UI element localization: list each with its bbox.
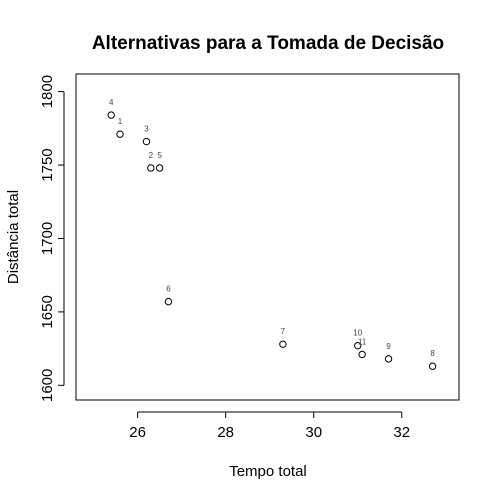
plot-frame (75, 73, 460, 401)
data-point (354, 341, 362, 350)
point-label: 4 (109, 98, 114, 107)
y-tick-label: 1800 (39, 75, 56, 108)
point-label: 9 (386, 342, 391, 351)
y-tick-label: 1700 (39, 222, 56, 255)
chart-title: Alternativas para a Tomada de Decisão (92, 33, 444, 54)
point-label: 10 (353, 329, 362, 338)
x-tick-label: 32 (393, 424, 410, 441)
data-point (116, 130, 124, 138)
x-tick-label: 26 (129, 424, 146, 441)
data-point (358, 350, 366, 359)
data-point (279, 340, 287, 348)
y-axis-label: Distância total (5, 190, 22, 284)
x-tick-label: 30 (305, 424, 322, 441)
data-point (428, 362, 437, 370)
point-label: 2 (149, 151, 154, 160)
y-axis: 1600 1650 1700 1750 1800 (39, 75, 65, 402)
data-point (142, 137, 151, 146)
point-label: 11 (358, 337, 367, 346)
data-point (155, 164, 164, 172)
data-point (384, 355, 393, 363)
point-label: 1 (118, 117, 123, 126)
point-label: 6 (166, 285, 171, 294)
y-tick-label: 1600 (39, 369, 56, 402)
y-tick-label: 1750 (39, 148, 56, 181)
data-point (164, 297, 173, 306)
y-tick-label: 1650 (39, 295, 56, 328)
x-tick-label: 28 (217, 424, 234, 441)
data-point (107, 111, 115, 119)
x-axis: 26 28 30 32 (129, 411, 410, 441)
x-axis-label: Tempo total (229, 463, 307, 480)
data-points (107, 111, 437, 370)
point-label: 7 (281, 327, 286, 336)
point-label: 5 (157, 151, 162, 160)
point-label: 8 (430, 349, 435, 358)
point-label: 3 (144, 125, 149, 134)
data-point (147, 164, 155, 172)
